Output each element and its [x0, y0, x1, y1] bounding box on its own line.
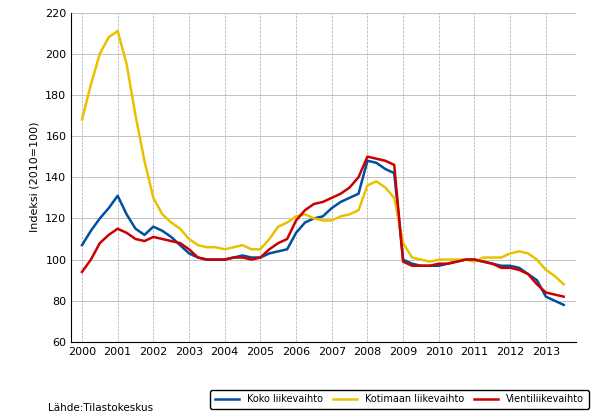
Koko liikevaihto: [257, 255, 264, 260]
Koko liikevaihto: [364, 158, 371, 163]
Kotimaan liikevaihto: [560, 282, 567, 287]
Kotimaan liikevaihto: [266, 236, 273, 241]
Koko liikevaihto: [516, 265, 523, 270]
Legend: Koko liikevaihto, Kotimaan liikevaihto, Vientiliikevaihto: Koko liikevaihto, Kotimaan liikevaihto, …: [210, 389, 589, 409]
Vientiliikevaihto: [560, 294, 567, 299]
Kotimaan liikevaihto: [78, 117, 86, 122]
Koko liikevaihto: [168, 234, 175, 239]
Koko liikevaihto: [78, 243, 86, 248]
Vientiliikevaihto: [194, 255, 201, 260]
Kotimaan liikevaihto: [516, 249, 523, 254]
Kotimaan liikevaihto: [551, 274, 558, 279]
Kotimaan liikevaihto: [203, 245, 210, 250]
Text: Lähde:Tilastokeskus: Lähde:Tilastokeskus: [48, 403, 153, 413]
Koko liikevaihto: [132, 226, 139, 231]
Koko liikevaihto: [551, 298, 558, 303]
Vientiliikevaihto: [364, 154, 371, 159]
Vientiliikevaihto: [168, 239, 175, 244]
Koko liikevaihto: [560, 302, 567, 307]
Y-axis label: Indeksi (2010=100): Indeksi (2010=100): [30, 122, 40, 232]
Line: Vientiliikevaihto: Vientiliikevaihto: [82, 157, 564, 296]
Vientiliikevaihto: [551, 292, 558, 297]
Vientiliikevaihto: [132, 236, 139, 241]
Kotimaan liikevaihto: [114, 28, 121, 33]
Vientiliikevaihto: [78, 269, 86, 274]
Vientiliikevaihto: [257, 255, 264, 260]
Vientiliikevaihto: [516, 267, 523, 272]
Kotimaan liikevaihto: [141, 158, 148, 163]
Line: Koko liikevaihto: Koko liikevaihto: [82, 161, 564, 305]
Kotimaan liikevaihto: [176, 226, 184, 231]
Line: Kotimaan liikevaihto: Kotimaan liikevaihto: [82, 31, 564, 284]
Koko liikevaihto: [194, 255, 201, 260]
